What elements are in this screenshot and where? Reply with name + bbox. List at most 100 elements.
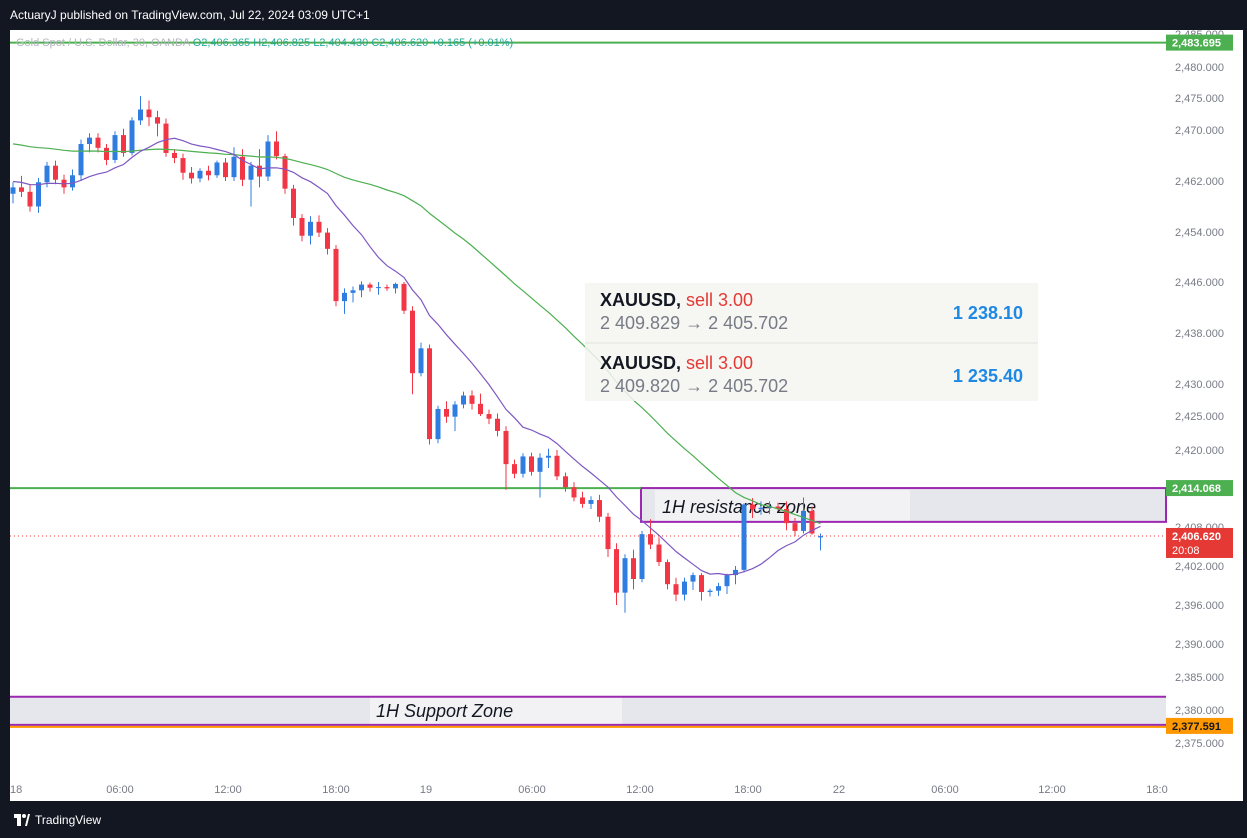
candle-body[interactable] xyxy=(19,187,24,192)
candle-body[interactable] xyxy=(707,590,713,592)
candle-body[interactable] xyxy=(240,156,245,180)
candle-body[interactable] xyxy=(563,476,568,488)
candle-body[interactable] xyxy=(197,170,203,179)
candle-body[interactable] xyxy=(10,187,16,194)
candle-body[interactable] xyxy=(775,506,781,510)
candle-body[interactable] xyxy=(444,408,449,417)
candle-body[interactable] xyxy=(818,536,823,538)
candle-body[interactable] xyxy=(682,581,687,595)
candle-body[interactable] xyxy=(44,165,50,183)
candle-body[interactable] xyxy=(308,221,313,236)
candle-body[interactable] xyxy=(333,248,339,302)
price-axis[interactable] xyxy=(1166,30,1243,801)
candle-body[interactable] xyxy=(639,534,645,579)
candle-body[interactable] xyxy=(741,504,747,570)
candle-body[interactable] xyxy=(435,408,441,440)
candle-body[interactable] xyxy=(614,549,619,593)
candle-body[interactable] xyxy=(792,523,798,531)
candle-body[interactable] xyxy=(359,284,364,291)
candle-body[interactable] xyxy=(571,487,577,498)
candle-body[interactable] xyxy=(27,191,33,207)
candle-body[interactable] xyxy=(146,109,152,118)
candle-body[interactable] xyxy=(367,284,373,288)
candle-body[interactable] xyxy=(129,120,135,153)
candle-body[interactable] xyxy=(189,172,194,179)
candle-body[interactable] xyxy=(257,165,262,177)
position-symbol-line[interactable]: XAUUSD, sell 3.00 xyxy=(600,353,753,373)
candle-body[interactable] xyxy=(520,456,526,474)
candle-body[interactable] xyxy=(138,109,143,121)
candle-body[interactable] xyxy=(478,403,483,415)
candle-body[interactable] xyxy=(529,456,534,472)
candle-body[interactable] xyxy=(665,562,670,585)
candle-body[interactable] xyxy=(733,569,738,576)
candle-body[interactable] xyxy=(801,510,806,531)
candle-body[interactable] xyxy=(495,418,500,431)
candle-body[interactable] xyxy=(758,507,764,510)
candle-body[interactable] xyxy=(418,348,424,374)
candle-body[interactable] xyxy=(265,141,271,177)
candle-body[interactable] xyxy=(537,457,543,472)
candle-body[interactable] xyxy=(282,156,288,189)
candle-body[interactable] xyxy=(291,188,296,218)
candle-body[interactable] xyxy=(673,584,679,595)
candle-body[interactable] xyxy=(70,175,75,188)
candle-body[interactable] xyxy=(554,455,560,477)
candle-body[interactable] xyxy=(172,152,177,159)
candle-body[interactable] xyxy=(121,135,126,153)
candle-body[interactable] xyxy=(716,586,721,591)
candle-body[interactable] xyxy=(767,506,772,508)
candle-body[interactable] xyxy=(376,287,381,289)
candle-body[interactable] xyxy=(546,455,551,458)
candle-body[interactable] xyxy=(36,182,41,207)
candle-body[interactable] xyxy=(588,500,594,504)
candle-body[interactable] xyxy=(316,221,322,233)
candle-body[interactable] xyxy=(724,575,730,587)
candle-body[interactable] xyxy=(622,558,628,593)
positions-panel[interactable] xyxy=(585,283,1038,401)
badge-resistance-line[interactable]: 2,414.068 xyxy=(1172,483,1221,495)
candle-body[interactable] xyxy=(95,137,101,148)
candle-body[interactable] xyxy=(104,147,109,160)
candle-body[interactable] xyxy=(163,123,169,153)
badge-last-price[interactable]: 2,406.620 xyxy=(1172,531,1221,543)
chart-area[interactable]: 2,485.0002,480.0002,475.0002,470.0002,46… xyxy=(10,30,1243,801)
candle-body[interactable] xyxy=(248,165,254,180)
candle-body[interactable] xyxy=(78,144,84,176)
candle-body[interactable] xyxy=(750,504,755,510)
candle-body[interactable] xyxy=(384,287,390,289)
candle-body[interactable] xyxy=(427,348,432,440)
candle-body[interactable] xyxy=(180,158,186,173)
candle-body[interactable] xyxy=(342,292,347,302)
candle-body[interactable] xyxy=(503,430,509,465)
candle-body[interactable] xyxy=(631,558,636,579)
candle-body[interactable] xyxy=(223,162,228,178)
candle-body[interactable] xyxy=(112,135,118,160)
candle-body[interactable] xyxy=(656,544,662,563)
candle-body[interactable] xyxy=(699,575,704,592)
candle-body[interactable] xyxy=(231,156,237,178)
candle-body[interactable] xyxy=(87,137,92,145)
candle-body[interactable] xyxy=(299,217,305,236)
candle-body[interactable] xyxy=(452,404,458,417)
candle-body[interactable] xyxy=(410,310,415,374)
tradingview-logo[interactable]: TradingView xyxy=(14,813,101,827)
candle-body[interactable] xyxy=(274,141,279,157)
candle-body[interactable] xyxy=(393,283,398,289)
candle-body[interactable] xyxy=(461,395,466,405)
candle-body[interactable] xyxy=(155,117,160,124)
candlestick-chart[interactable]: 2,485.0002,480.0002,475.0002,470.0002,46… xyxy=(10,30,1243,801)
candle-body[interactable] xyxy=(469,395,475,404)
badge-support-line[interactable]: 2,377.591 xyxy=(1172,721,1221,733)
candle-body[interactable] xyxy=(214,162,220,176)
candle-body[interactable] xyxy=(350,290,356,293)
candle-body[interactable] xyxy=(809,510,815,534)
candle-body[interactable] xyxy=(486,414,492,419)
position-symbol-line[interactable]: XAUUSD, sell 3.00 xyxy=(600,290,753,310)
candle-body[interactable] xyxy=(648,534,653,545)
candle-body[interactable] xyxy=(580,497,585,504)
candle-body[interactable] xyxy=(784,509,789,524)
candle-body[interactable] xyxy=(605,516,611,550)
badge-top-line[interactable]: 2,483.695 xyxy=(1172,38,1221,50)
candle-body[interactable] xyxy=(512,464,517,474)
